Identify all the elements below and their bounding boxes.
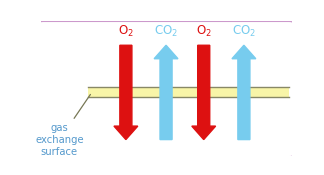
FancyArrow shape	[192, 45, 216, 140]
Text: O$_2$: O$_2$	[196, 24, 212, 39]
FancyArrow shape	[114, 45, 138, 140]
FancyArrow shape	[232, 45, 256, 140]
Text: CO$_2$: CO$_2$	[232, 24, 256, 39]
Text: O$_2$: O$_2$	[118, 24, 134, 39]
Text: CO$_2$: CO$_2$	[154, 24, 178, 39]
Text: gas
exchange
surface: gas exchange surface	[35, 94, 90, 157]
Bar	[88, 87, 289, 97]
FancyArrow shape	[154, 45, 178, 140]
FancyBboxPatch shape	[38, 21, 294, 157]
